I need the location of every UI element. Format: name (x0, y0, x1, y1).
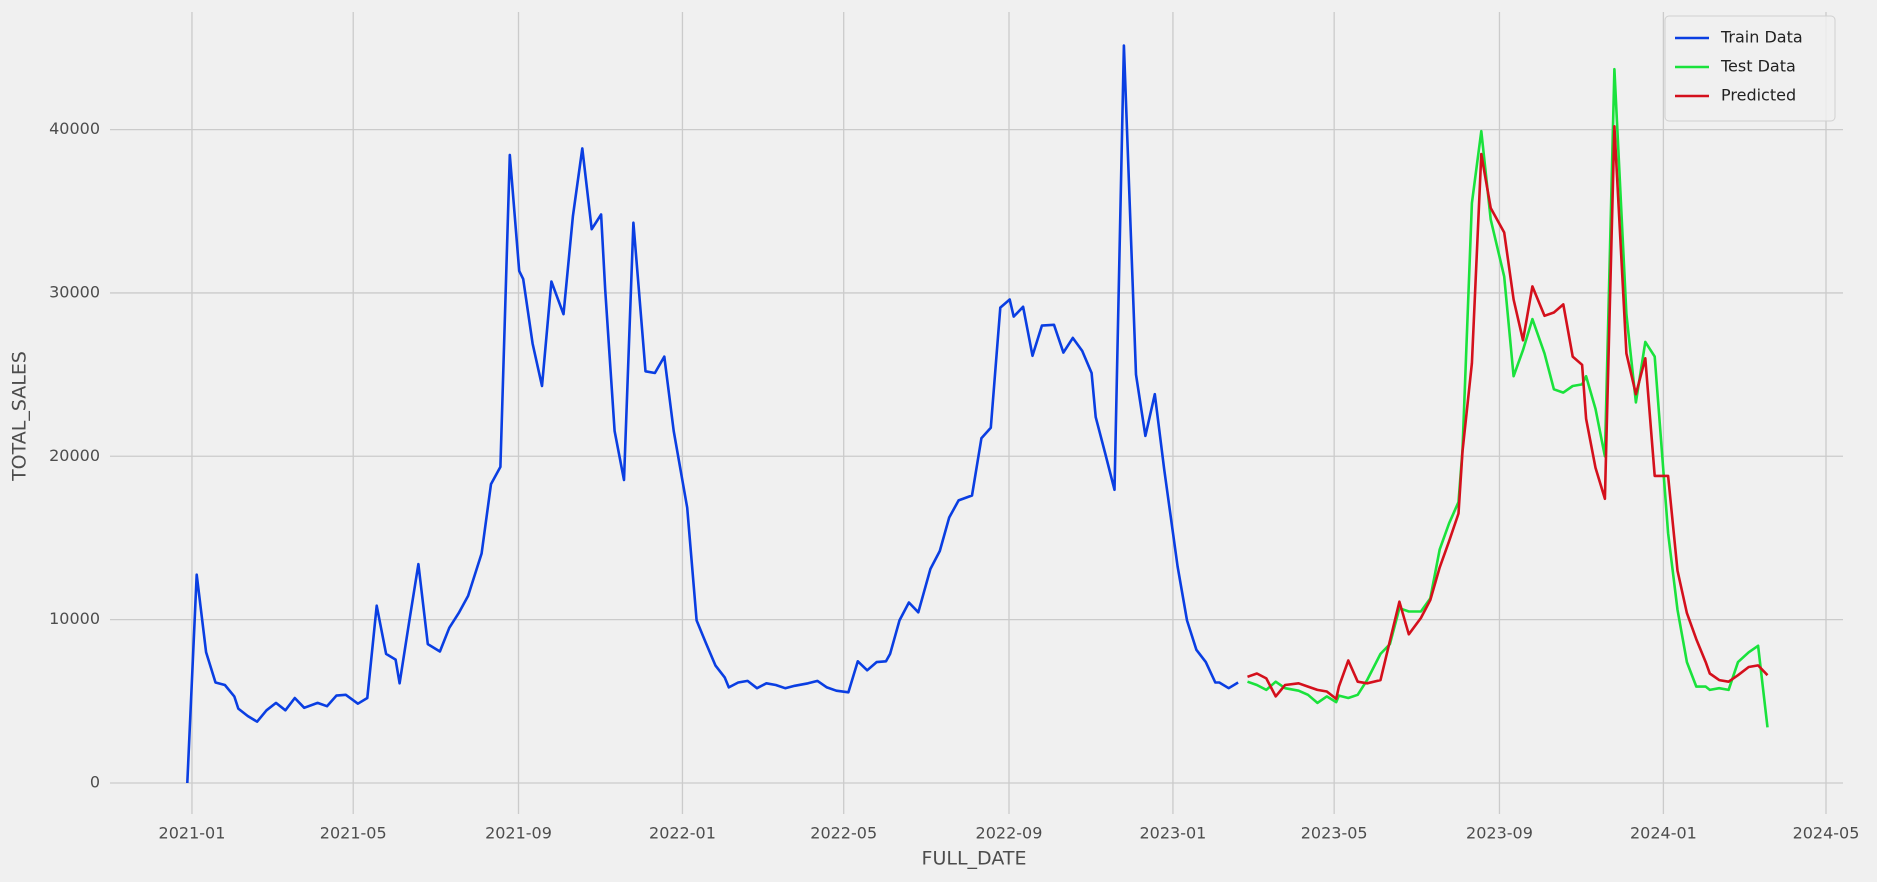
legend: Train Data Test Data Predicted (1664, 15, 1836, 122)
x-axis-label: FULL_DATE (922, 848, 1027, 870)
x-tick-label: 2022-05 (810, 824, 877, 843)
y-tick-label: 0 (90, 772, 100, 791)
x-tick-label: 2024-05 (1793, 824, 1860, 843)
x-tick-label: 2023-05 (1301, 824, 1368, 843)
legend-label: Test Data (1720, 57, 1796, 76)
x-tick-label: 2022-09 (976, 824, 1043, 843)
series-line (186, 44, 1239, 784)
x-tick-label: 2021-01 (159, 824, 226, 843)
x-tick-label: 2024-01 (1630, 824, 1697, 843)
series-line (1247, 125, 1769, 701)
x-tick-label: 2023-01 (1139, 824, 1206, 843)
y-tick-label: 20000 (49, 446, 100, 465)
y-axis-label: TOTAL_SALES (9, 351, 31, 482)
series-line (1247, 67, 1769, 728)
y-tick-label: 40000 (49, 119, 100, 138)
x-tick-label: 2021-05 (320, 824, 387, 843)
y-tick-label: 30000 (49, 282, 100, 301)
x-tick-label: 2021-09 (485, 824, 552, 843)
y-tick-label: 10000 (49, 609, 100, 628)
x-tick-label: 2022-01 (649, 824, 716, 843)
x-tick-label: 2023-09 (1466, 824, 1533, 843)
legend-label: Predicted (1721, 86, 1796, 105)
legend-label: Train Data (1720, 28, 1803, 47)
